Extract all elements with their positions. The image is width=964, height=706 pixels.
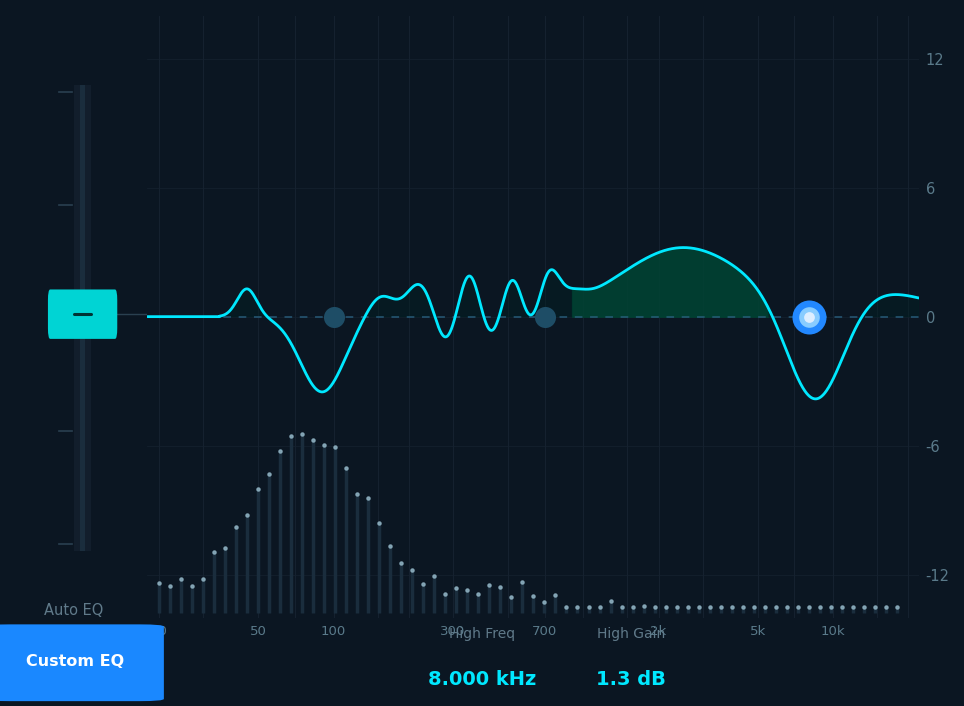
Point — [570, 602, 585, 613]
Point — [482, 580, 497, 591]
Point — [657, 602, 673, 613]
FancyBboxPatch shape — [0, 624, 164, 701]
Point — [889, 602, 904, 613]
Point — [326, 311, 341, 322]
Point — [371, 517, 387, 529]
Bar — [74, 85, 91, 551]
Point — [196, 573, 211, 585]
Point — [746, 602, 762, 613]
Point — [801, 311, 817, 322]
Text: Auto EQ: Auto EQ — [44, 603, 103, 618]
Point — [625, 602, 640, 613]
Text: 1.3 dB: 1.3 dB — [597, 670, 666, 689]
Point — [460, 584, 475, 595]
Point — [537, 311, 552, 322]
Point — [393, 558, 409, 569]
Point — [801, 311, 817, 322]
Point — [294, 429, 309, 440]
Point — [537, 597, 552, 608]
Text: High Gain: High Gain — [598, 627, 665, 640]
Text: Custom EQ: Custom EQ — [26, 654, 123, 669]
Point — [691, 602, 707, 613]
Point — [878, 602, 894, 613]
Point — [448, 582, 464, 594]
Point — [493, 582, 508, 593]
Text: High Freq: High Freq — [449, 627, 515, 640]
Point — [845, 602, 861, 613]
Point — [350, 489, 365, 500]
Point — [217, 543, 232, 554]
Point — [801, 311, 817, 322]
Point — [470, 588, 486, 599]
Point — [251, 484, 266, 495]
Point — [283, 431, 299, 442]
Text: 8.000 kHz: 8.000 kHz — [428, 670, 536, 689]
Point — [647, 602, 662, 613]
Point — [592, 602, 607, 613]
Point — [306, 434, 321, 445]
Point — [228, 522, 244, 533]
Point — [239, 510, 254, 521]
Point — [415, 578, 431, 590]
Point — [328, 441, 343, 453]
Point — [812, 602, 827, 613]
Point — [206, 546, 222, 558]
Point — [680, 602, 695, 613]
Bar — [80, 85, 85, 551]
Point — [316, 440, 332, 451]
Point — [614, 602, 629, 613]
Point — [790, 602, 806, 613]
Point — [602, 595, 618, 606]
Text: 100 %: 100 % — [40, 637, 107, 655]
Point — [823, 602, 839, 613]
Point — [735, 602, 750, 613]
Point — [636, 601, 652, 612]
Point — [548, 590, 563, 601]
Point — [580, 602, 596, 613]
Point — [779, 602, 794, 613]
Point — [184, 580, 200, 592]
Point — [427, 570, 442, 581]
Point — [515, 576, 530, 587]
Point — [559, 602, 575, 613]
Point — [174, 574, 189, 585]
Point — [273, 445, 288, 457]
Point — [405, 564, 420, 575]
Point — [801, 602, 817, 613]
Point — [525, 591, 541, 602]
Point — [438, 589, 453, 600]
FancyBboxPatch shape — [48, 289, 118, 339]
Point — [834, 602, 849, 613]
Point — [361, 493, 376, 504]
Point — [162, 580, 177, 592]
Point — [383, 541, 398, 552]
Point — [503, 592, 519, 603]
Point — [669, 602, 684, 613]
Point — [856, 602, 871, 613]
Point — [868, 602, 883, 613]
Point — [713, 602, 729, 613]
Point — [261, 468, 277, 479]
Point — [702, 602, 717, 613]
Point — [151, 578, 167, 589]
Point — [757, 602, 772, 613]
Point — [338, 462, 354, 474]
Point — [768, 602, 784, 613]
Point — [724, 602, 739, 613]
